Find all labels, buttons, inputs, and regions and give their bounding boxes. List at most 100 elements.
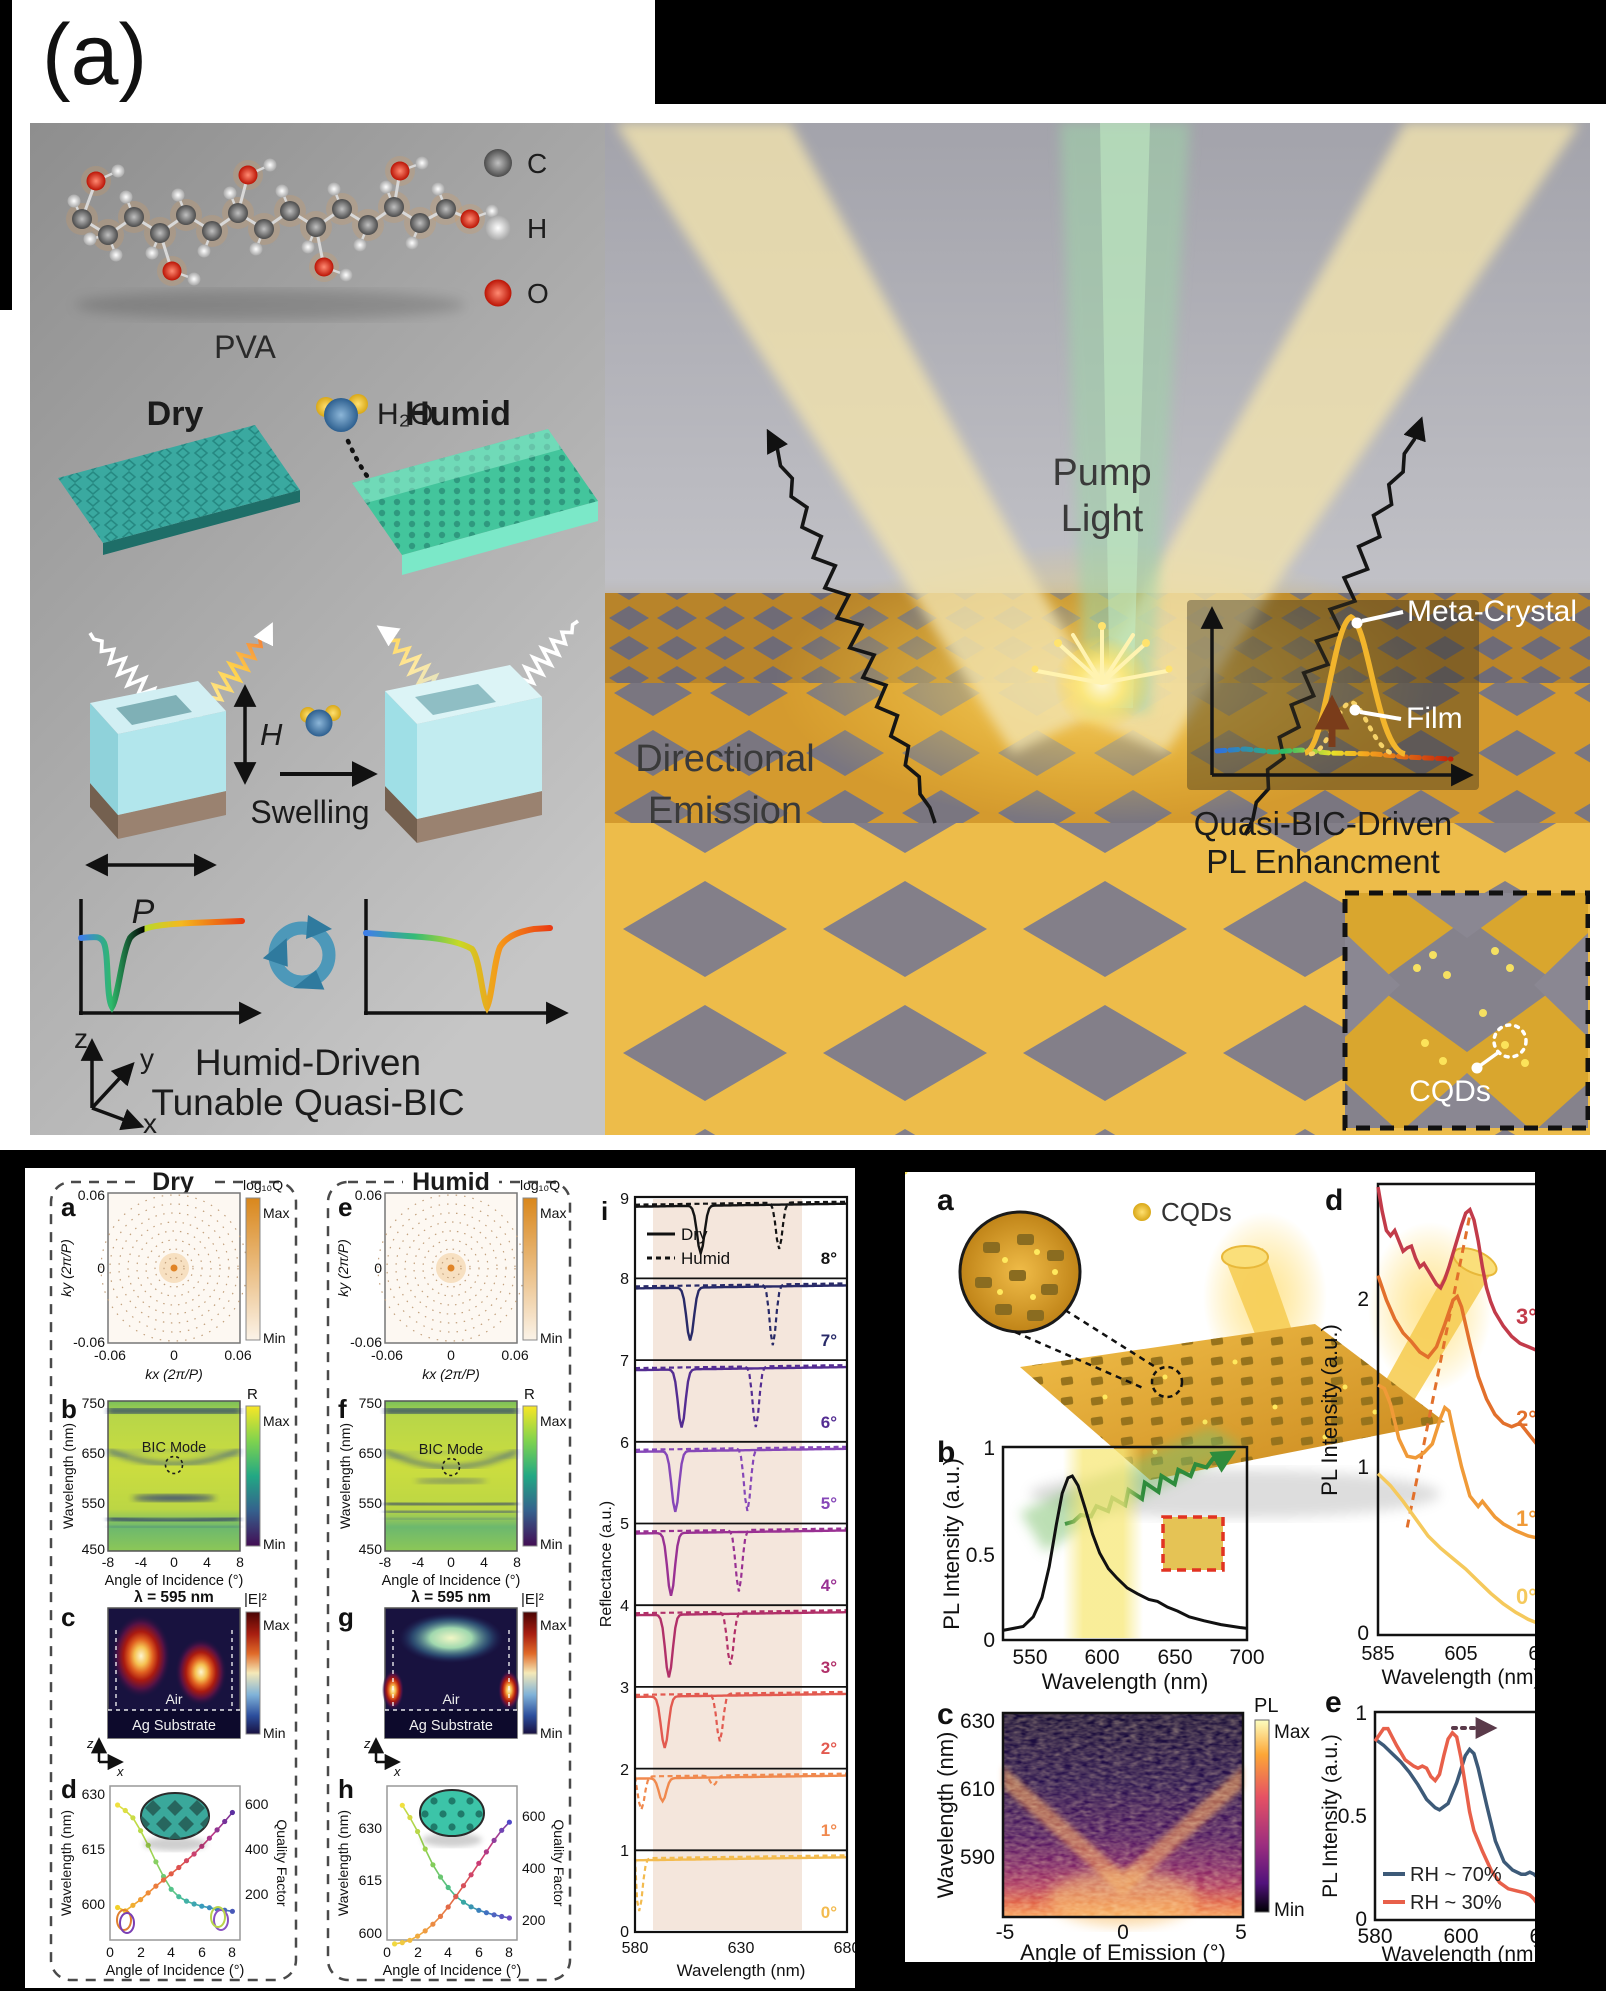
c-max: Max: [1274, 1722, 1310, 1743]
film-label: Film: [1406, 702, 1463, 735]
disp-y2tick: 400: [245, 1841, 269, 1857]
humid-column: Humid e log₁₀Q Max Min 0.06 0 -0.06 ky (…: [326, 1168, 572, 1982]
kmap-ytick: 0.06: [78, 1187, 105, 1203]
disp-y2label: Quality Factor: [274, 1819, 290, 1906]
bic-mode-label: BIC Mode: [419, 1442, 483, 1458]
field-cbar-title: |E|²: [244, 1591, 267, 1608]
stack-ylabel: Reflectance (a.u.): [598, 1501, 615, 1627]
rmap-ytick: 550: [359, 1495, 383, 1511]
legend-c: C: [527, 148, 547, 179]
panel-letter-c: c: [937, 1698, 954, 1731]
angle-label: 0°: [821, 1903, 837, 1922]
dry-box-title: Dry: [152, 1168, 194, 1196]
disp-xtick: 0: [383, 1944, 391, 1960]
d-angle-label: 2°: [1516, 1406, 1535, 1431]
rmap-ytick: 450: [359, 1541, 383, 1557]
field-min: Min: [263, 1725, 286, 1741]
disp-y2tick: 200: [522, 1912, 546, 1928]
cqd-dot-icon: [1133, 1203, 1151, 1221]
disp-xtick: 4: [167, 1944, 175, 1960]
d-ytick: 1: [1357, 1456, 1369, 1479]
axis-y-label: y: [140, 1043, 154, 1074]
e-xtick: 600: [1443, 1925, 1478, 1948]
kmap-ylabel: ky (2π/P): [58, 1239, 74, 1297]
e-ylabel: PL Intensity (a.u.): [1319, 1734, 1342, 1898]
kmap-ytick: 0: [97, 1260, 105, 1276]
overview-render-panel: Pump Light Directional Emission Meta-Cry…: [605, 123, 1590, 1135]
disp-ylabel: Wavelength (nm): [335, 1810, 351, 1916]
rmap-xtick: 8: [236, 1554, 244, 1570]
b-xtick: 700: [1229, 1646, 1264, 1669]
e-xtick: 620: [1529, 1925, 1535, 1948]
dry-spectrum-sketch: [78, 899, 262, 1025]
legend-rh70: RH ~ 70%: [1410, 1864, 1502, 1886]
panel-letter-g: g: [338, 1602, 354, 1632]
kmap-max: Max: [540, 1205, 566, 1221]
disp-y2label: Quality Factor: [551, 1819, 567, 1906]
kmap-min: Min: [540, 1330, 563, 1346]
b-ylabel: PL Intensity (a.u.): [939, 1458, 964, 1630]
panel-letter-e: e: [338, 1192, 352, 1222]
kmap-min: Min: [263, 1330, 286, 1346]
d-ytick: 2: [1357, 1288, 1369, 1311]
molecule-shadow: [75, 290, 465, 320]
angle-label: 2°: [821, 1739, 837, 1758]
c-xtick: -5: [996, 1921, 1015, 1944]
oxygen-ball-icon: [484, 279, 512, 307]
d-xlabel: Wavelength (nm): [1381, 1666, 1535, 1689]
figure-panel-label: (a): [42, 7, 148, 103]
air-label: Air: [442, 1691, 459, 1707]
photon-wave-left-icon: [766, 428, 937, 824]
disp-y2tick: 600: [522, 1808, 546, 1824]
kmap-xtick: -0.06: [94, 1347, 126, 1363]
panel-letter-i: i: [601, 1196, 608, 1226]
caption-line1: Humid-Driven: [195, 1042, 421, 1083]
kmap-xtick: 0.06: [501, 1347, 528, 1363]
emission-beam-right: [1075, 123, 1580, 753]
stack-ytick: 3: [620, 1680, 629, 1697]
emission-beam-left: [615, 123, 1105, 753]
rmap-xtick: 4: [480, 1554, 488, 1570]
air-label: Air: [165, 1691, 182, 1707]
stack-ytick: 0: [620, 1924, 629, 1941]
disp-xlabel: Angle of Incidence (°): [106, 1963, 245, 1979]
angle-label: 5°: [821, 1494, 837, 1513]
rmap-ylabel: Wavelength (nm): [60, 1423, 76, 1529]
disp-ytick: 600: [359, 1925, 383, 1941]
qbic-caption-2: PL Enhancment: [1206, 843, 1440, 880]
disp-ytick: 630: [82, 1786, 106, 1802]
rmap-xtick: -4: [135, 1554, 148, 1570]
rmap-xlabel: Angle of Incidence (°): [105, 1573, 244, 1589]
disp-y2tick: 400: [522, 1860, 546, 1876]
dry-header: Dry: [147, 395, 204, 433]
substrate-label: Ag Substrate: [409, 1718, 493, 1734]
reflectance-map-dry: [107, 1400, 261, 1552]
disp-y2tick: 200: [245, 1886, 269, 1902]
disp-ytick: 600: [82, 1896, 106, 1912]
legend-h: H: [527, 213, 547, 244]
e-ytick: 0.5: [1338, 1805, 1367, 1828]
rmap-xlabel: Angle of Incidence (°): [382, 1573, 521, 1589]
axis-x-label: x: [143, 1108, 157, 1135]
kmap-xtick: 0: [447, 1347, 455, 1363]
rmap-ytick: 650: [82, 1445, 106, 1461]
pva-molecule: [66, 156, 499, 286]
e-ytick: 1: [1355, 1702, 1367, 1725]
legend-rh30: RH ~ 30%: [1410, 1892, 1502, 1914]
pl-figure: a CQDs: [905, 1172, 1535, 1962]
kmap-ytick: 0.06: [355, 1187, 382, 1203]
kspace-map-humid: [377, 1192, 538, 1344]
rmap-ytick: 650: [359, 1445, 383, 1461]
stack-ytick: 9: [620, 1191, 629, 1208]
cqds-inset-label: CQDs: [1409, 1075, 1491, 1108]
field-x: x: [393, 1764, 401, 1779]
simulation-figure: Dry a log₁₀Q Max Min 0.06 0 -0.06 ky (2π…: [25, 1168, 855, 1988]
field-max: Max: [540, 1617, 566, 1633]
disp-xtick: 0: [106, 1944, 114, 1960]
panel-letter-a: a: [61, 1192, 76, 1222]
stack-ytick: 4: [620, 1598, 629, 1615]
c-ylabel: Wavelength (nm): [933, 1732, 958, 1899]
c-xtick: 5: [1235, 1921, 1247, 1944]
rmap-max: Max: [263, 1413, 289, 1429]
